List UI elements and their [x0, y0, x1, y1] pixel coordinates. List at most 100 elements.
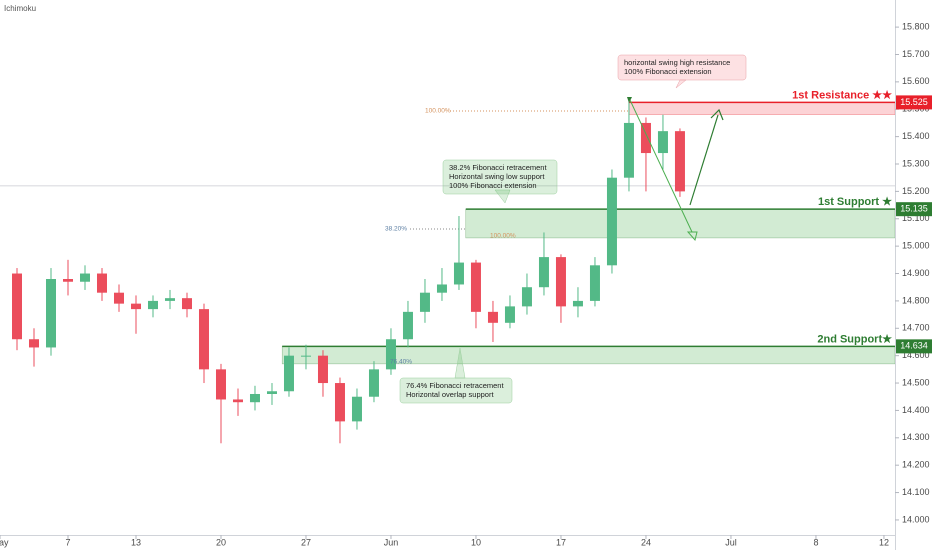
callout-text: Horizontal overlap support — [406, 390, 494, 399]
y-tick-label: 15.000 — [902, 241, 930, 251]
level-zone — [628, 102, 896, 115]
candle-body — [283, 355, 294, 392]
candle-body — [113, 292, 124, 304]
y-tick-label: 15.100 — [902, 213, 930, 223]
candle-body — [317, 355, 328, 384]
callout-box — [617, 54, 747, 81]
callout-text: 100% Fibonacci extension — [624, 67, 712, 76]
candle-body — [606, 177, 617, 266]
candle-body — [487, 311, 498, 323]
callout-pointer — [494, 189, 511, 204]
candle-body — [300, 355, 311, 357]
x-tick-label: 7 — [65, 537, 70, 547]
fib-label: 76.40% — [390, 359, 412, 366]
candle-body — [674, 131, 685, 192]
candle-body — [402, 311, 413, 340]
y-tick-label: 15.300 — [902, 158, 930, 168]
candle-body — [62, 278, 73, 282]
x-tick-label: 8 — [813, 537, 818, 547]
candle-body — [555, 257, 566, 307]
candle-body — [266, 391, 277, 394]
candle-body — [538, 257, 549, 288]
candle-body — [11, 273, 22, 340]
level-zone — [465, 208, 896, 239]
x-tick-label: 10 — [471, 537, 481, 547]
y-tick-label: 14.700 — [902, 323, 930, 333]
x-tick-label: 20 — [216, 537, 226, 547]
y-tick-label: 14.500 — [902, 377, 930, 387]
candle-body — [521, 287, 532, 307]
y-tick-label: 15.400 — [902, 131, 930, 141]
price-badge — [896, 202, 932, 217]
candle-body — [623, 122, 634, 178]
fib-label: 38.20% — [385, 226, 407, 233]
y-tick-label: 14.100 — [902, 487, 930, 497]
candle-body — [249, 393, 260, 403]
y-tick-label: 15.600 — [902, 76, 930, 86]
candle-body — [232, 399, 243, 403]
y-tick-label: 14.300 — [902, 432, 930, 442]
candle-body — [164, 298, 175, 301]
y-tick-label: 14.200 — [902, 460, 930, 470]
candle-body — [334, 383, 345, 422]
candle-body — [572, 300, 583, 307]
candle-body — [96, 273, 107, 293]
callout-box — [399, 377, 513, 404]
level-label: 1st Resistance ★★ — [792, 89, 892, 101]
y-tick-label: 15.200 — [902, 186, 930, 196]
candle-body — [45, 278, 56, 348]
level-label: 2nd Support★ — [817, 333, 892, 345]
x-tick-label: Jun — [384, 537, 399, 547]
y-tick-label: 14.000 — [902, 514, 930, 524]
x-tick-label: 27 — [301, 537, 311, 547]
arrow-head — [627, 97, 632, 103]
x-tick-label: 24 — [641, 537, 651, 547]
candle-body — [504, 306, 515, 323]
candle-body — [453, 262, 464, 285]
x-tick-label: 17 — [556, 537, 566, 547]
candle-body — [351, 396, 362, 422]
price-badge-label: 15.135 — [900, 204, 928, 214]
candle-body — [368, 369, 379, 397]
callout-text: Horizontal swing low support — [449, 172, 545, 181]
price-badge — [896, 95, 932, 110]
x-tick-label: 12 — [879, 537, 889, 547]
candle-body — [436, 284, 447, 293]
price-badge-label: 15.525 — [900, 97, 928, 107]
y-tick-label: 15.700 — [902, 49, 930, 59]
candle-body — [657, 131, 668, 154]
callout-text: 76.4% Fibonacci retracement — [406, 381, 504, 390]
y-tick-label: 14.600 — [902, 350, 930, 360]
y-tick-label: 15.800 — [902, 21, 930, 31]
candle-body — [419, 292, 430, 312]
candle-body — [470, 262, 481, 312]
candle-body — [28, 339, 39, 348]
fib-label: 100.00% — [425, 108, 451, 115]
candle-body — [130, 303, 141, 310]
candle-body — [147, 300, 158, 310]
fib-label: 100.00% — [490, 233, 516, 240]
x-tick-label: May — [0, 537, 9, 547]
callout-text: 38.2% Fibonacci retracement — [449, 163, 547, 172]
candle-body — [215, 369, 226, 400]
price-badge — [896, 339, 932, 354]
arrow-head — [686, 231, 698, 242]
y-tick-label: 14.400 — [902, 405, 930, 415]
candle-body — [181, 298, 192, 310]
level-label: 1st Support ★ — [818, 196, 892, 208]
price-badge-label: 14.634 — [900, 341, 928, 351]
callout-box — [442, 159, 558, 195]
candle-body — [385, 339, 396, 370]
candle-body — [198, 309, 209, 370]
callout-text: horizontal swing high resistance — [624, 58, 730, 67]
candle-body — [79, 273, 90, 282]
projection-arrow — [689, 114, 719, 206]
y-tick-label: 14.900 — [902, 268, 930, 278]
projection-arrow — [629, 99, 693, 233]
indicator-label: Ichimoku — [4, 4, 36, 13]
callout-text: 100% Fibonacci extension — [449, 181, 537, 190]
y-tick-label: 14.800 — [902, 295, 930, 305]
x-tick-label: Jul — [725, 537, 737, 547]
